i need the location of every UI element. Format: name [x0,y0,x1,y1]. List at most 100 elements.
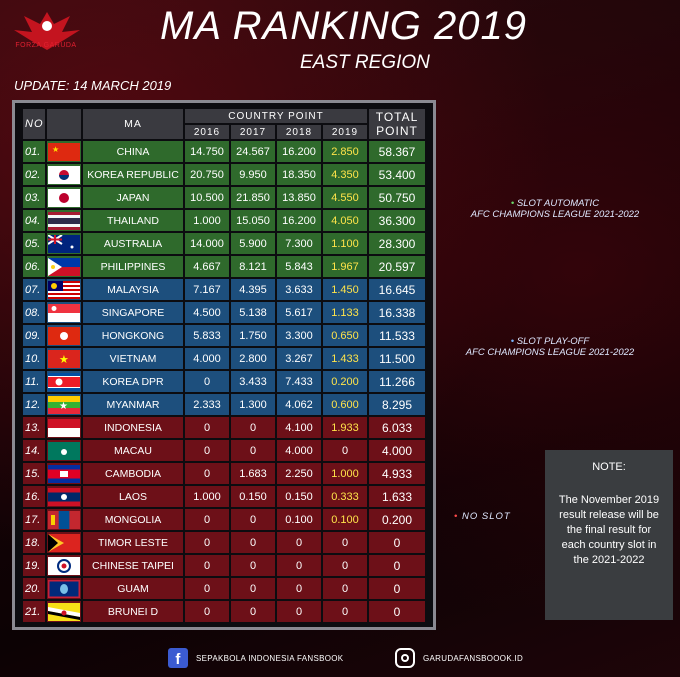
update-date: UPDATE: 14 MARCH 2019 [14,78,172,93]
year-point: 0.100 [277,509,321,530]
year-point: 10.500 [185,187,229,208]
col-year-header: 2016 [185,125,229,139]
table-row: 12. ★ MYANMAR 2.333 1.300 4.062 0.600 8.295 [23,394,425,415]
country-name: JAPAN [83,187,183,208]
rank-number: 18. [23,532,45,553]
country-name: KOREA DPR [83,371,183,392]
total-point: 16.645 [369,279,425,300]
hongkong-flag [48,326,80,345]
year-point: 0 [185,463,229,484]
year-point: 4.062 [277,394,321,415]
total-point: 28.300 [369,233,425,254]
thailand-flag [48,211,80,230]
year-point: 0 [231,555,275,576]
rank-number: 13. [23,417,45,438]
year-point: 0.650 [323,325,367,346]
year-point: 0.150 [277,486,321,507]
rank-number: 10. [23,348,45,369]
year-point: 0 [277,578,321,599]
country-name: TIMOR LESTE [83,532,183,553]
rank-number: 21. [23,601,45,622]
year-point: 0.600 [323,394,367,415]
country-name: LAOS [83,486,183,507]
total-point: 11.500 [369,348,425,369]
legend-automatic: • SLOT AUTOMATIC AFC CHAMPIONS LEAGUE 20… [455,198,655,220]
year-point: 3.267 [277,348,321,369]
rank-number: 16. [23,486,45,507]
total-point: 16.338 [369,302,425,323]
year-point: 0 [185,509,229,530]
rank-number: 17. [23,509,45,530]
year-point: 1.450 [323,279,367,300]
table-row: 14. MACAU 0 0 4.000 0 4.000 [23,440,425,461]
australia-flag [48,234,80,253]
country-name: MALAYSIA [83,279,183,300]
year-point: 16.200 [277,141,321,162]
year-point: 1.433 [323,348,367,369]
china-flag: ★ [48,142,80,161]
table-row: 20. GUAM 0 0 0 0 0 [23,578,425,599]
year-point: 15.050 [231,210,275,231]
year-point: 8.121 [231,256,275,277]
indonesia-flag [48,418,80,437]
year-point: 0 [277,532,321,553]
rank-number: 11. [23,371,45,392]
flag-cell [47,187,81,208]
year-point: 0.333 [323,486,367,507]
korea-dpr-flag [48,372,80,391]
country-name: HONGKONG [83,325,183,346]
timor-leste-flag [48,533,80,552]
myanmar-flag: ★ [48,395,80,414]
logo-text: FORZA GARUDA [15,42,77,49]
year-point: 0.150 [231,486,275,507]
flag-cell [47,509,81,530]
year-point: 0 [277,601,321,622]
rank-number: 09. [23,325,45,346]
facebook-icon: f [168,648,188,668]
flag-cell [47,164,81,185]
facebook-label: SEPAKBOLA INDONESIA FANSBOOK [196,653,344,663]
year-point: 3.433 [231,371,275,392]
country-name: THAILAND [83,210,183,231]
year-point: 13.850 [277,187,321,208]
year-point: 5.617 [277,302,321,323]
year-point: 4.350 [323,164,367,185]
rank-number: 15. [23,463,45,484]
svg-text:★: ★ [59,354,69,366]
year-point: 1.000 [323,463,367,484]
table-row: 05. AUSTRALIA 14.000 5.900 7.300 1.100 28.300 [23,233,425,254]
table-row: 19. CHINESE TAIPEI 0 0 0 0 0 [23,555,425,576]
ranking-table: NO MA COUNTRY POINT TOTAL POINT 2016 201… [21,107,427,624]
year-point: 20.750 [185,164,229,185]
year-point: 4.000 [185,348,229,369]
country-name: MYANMAR [83,394,183,415]
rank-number: 12. [23,394,45,415]
flag-cell [47,210,81,231]
flag-cell [47,532,81,553]
year-point: 2.333 [185,394,229,415]
note-text: The November 2019 result release will be… [558,494,660,566]
flag-cell [47,440,81,461]
year-point: 5.138 [231,302,275,323]
year-point: 0 [277,555,321,576]
malaysia-flag [48,280,80,299]
laos-flag [48,487,80,506]
year-point: 0.100 [323,509,367,530]
year-point: 2.800 [231,348,275,369]
year-point: 2.250 [277,463,321,484]
svg-text:★: ★ [52,145,59,154]
page-subtitle: EAST REGION [300,52,430,73]
legend-automatic-line2: AFC CHAMPIONS LEAGUE 2021-2022 [470,209,640,220]
total-point: 11.266 [369,371,425,392]
year-point: 0 [323,578,367,599]
year-point: 0.200 [323,371,367,392]
country-name: KOREA REPUBLIC [83,164,183,185]
flag-cell [47,417,81,438]
instagram-credit: GARUDAFANSBOOOK.ID [395,648,523,668]
total-point: 36.300 [369,210,425,231]
country-name: AUSTRALIA [83,233,183,254]
rank-number: 06. [23,256,45,277]
macau-flag [48,441,80,460]
year-point: 4.100 [277,417,321,438]
